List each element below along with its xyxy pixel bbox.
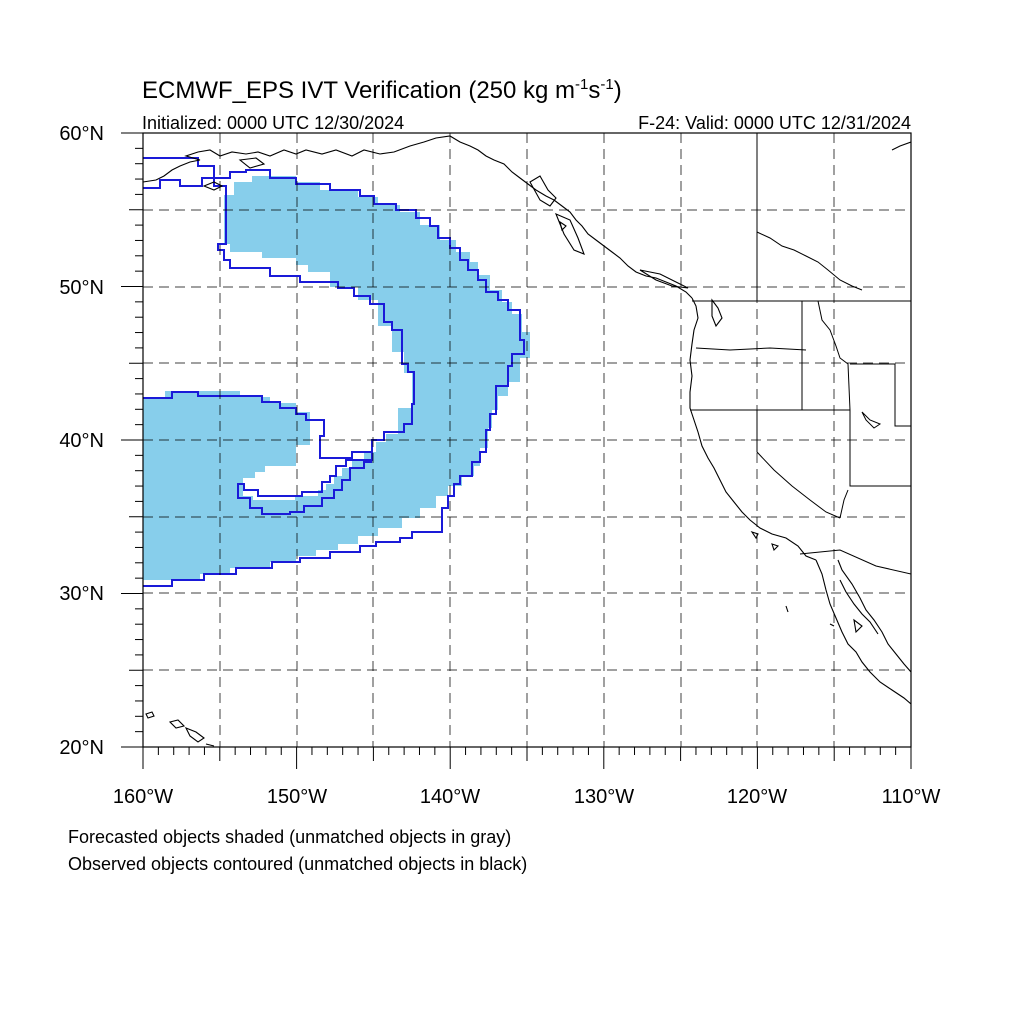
lon-label: 160°W <box>113 786 173 808</box>
observed-ivt-contour-hook <box>237 452 373 515</box>
lon-labels: 160°W 150°W 140°W 130°W 120°W 110°W <box>113 786 941 808</box>
map-panel <box>143 133 911 747</box>
lon-label: 140°W <box>420 786 480 808</box>
map-title: ECMWF_EPS IVT Verification (250 kg m-1s-… <box>142 76 622 104</box>
lat-label: 40°N <box>59 430 104 452</box>
forecast-ivt-object <box>143 176 530 580</box>
lon-label: 120°W <box>727 786 787 808</box>
lat-label: 20°N <box>59 737 104 759</box>
legend-note-observed: Observed objects contoured (unmatched ob… <box>68 854 527 874</box>
lat-label: 30°N <box>59 583 104 605</box>
lon-label: 130°W <box>574 786 634 808</box>
lat-label: 60°N <box>59 123 104 145</box>
political-borders <box>690 133 911 575</box>
init-time: Initialized: 0000 UTC 12/30/2024 <box>142 113 404 133</box>
coastlines <box>143 135 911 747</box>
valid-time: F-24: Valid: 0000 UTC 12/31/2024 <box>638 113 911 133</box>
observed-ivt-contour-north <box>143 157 215 189</box>
observed-ivt-contour <box>143 169 525 587</box>
legend-note-forecast: Forecasted objects shaded (unmatched obj… <box>68 827 511 847</box>
lat-labels: 60°N 50°N 40°N 30°N 20°N <box>59 123 104 759</box>
lat-label: 50°N <box>59 277 104 299</box>
axis-ticks <box>121 132 912 769</box>
lon-label: 110°W <box>882 786 941 808</box>
lon-label: 150°W <box>267 786 327 808</box>
